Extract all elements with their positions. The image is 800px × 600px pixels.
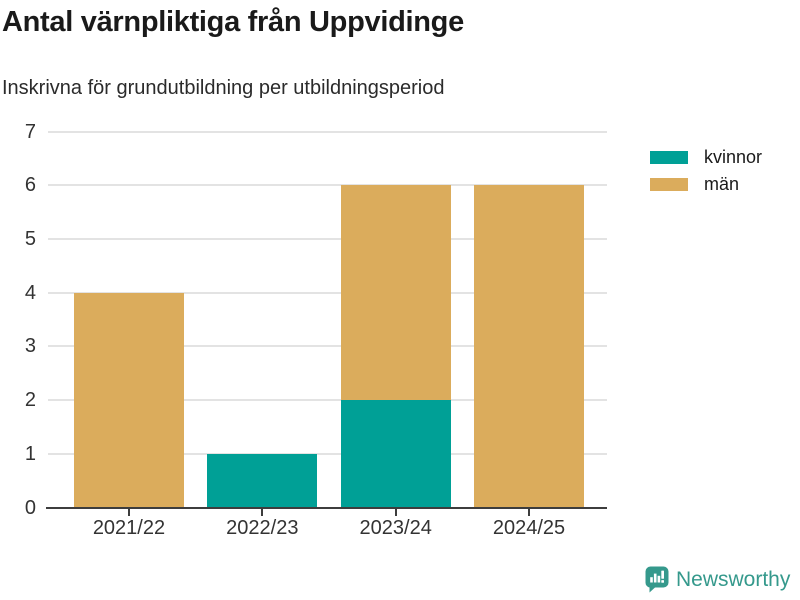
chart-subtitle: Inskrivna för grundutbildning per utbild… — [2, 77, 445, 99]
x-tick-label: 2022/23 — [226, 517, 299, 539]
newsworthy-brand-text: Newsworthy — [676, 567, 791, 591]
y-tick-label: 6 — [24, 174, 36, 197]
y-tick-label: 2 — [24, 389, 36, 412]
x-tick-mark — [127, 508, 130, 516]
bar-segment-män-2023/24 — [340, 185, 451, 401]
bar-segment-män-2021/22 — [73, 292, 184, 508]
legend-item-män: män — [650, 174, 762, 195]
y-tick-label: 7 — [24, 120, 36, 143]
x-tick-label: 2024/25 — [492, 517, 566, 539]
gridline — [48, 452, 607, 455]
gridline — [48, 291, 607, 294]
legend: kvinnor män — [650, 147, 762, 201]
gridline — [48, 130, 607, 133]
gridline — [48, 184, 607, 187]
legend-item-kvinnor: kvinnor — [650, 147, 762, 168]
gridline — [48, 399, 607, 402]
y-tick-label: 1 — [24, 442, 36, 465]
y-tick-label: 3 — [24, 335, 36, 358]
x-tick-mark — [528, 508, 531, 516]
x-tick-label: 2023/24 — [359, 517, 432, 539]
x-tick-mark — [394, 508, 397, 516]
y-tick-label: 5 — [24, 227, 36, 250]
gridline — [48, 345, 607, 348]
newsworthy-logo-icon — [645, 566, 669, 593]
bar-segment-män-2024/25 — [474, 185, 585, 508]
legend-swatch-kvinnor — [650, 151, 688, 164]
y-tick-label: 0 — [24, 496, 36, 519]
gridline — [48, 237, 607, 240]
legend-label: kvinnor — [704, 147, 763, 167]
legend-swatch-män — [650, 178, 688, 191]
newsworthy-logo: Newsworthy — [645, 566, 790, 593]
chart-title: Antal värnpliktiga från Uppvidinge — [2, 6, 464, 38]
x-tick-label: 2021/22 — [92, 517, 166, 539]
x-axis-line — [46, 506, 607, 509]
y-tick-label: 4 — [24, 281, 36, 304]
bar-segment-kvinnor-2023/24 — [340, 400, 451, 508]
legend-label: män — [704, 174, 740, 194]
x-tick-mark — [261, 508, 264, 516]
bar-segment-kvinnor-2022/23 — [207, 453, 318, 508]
